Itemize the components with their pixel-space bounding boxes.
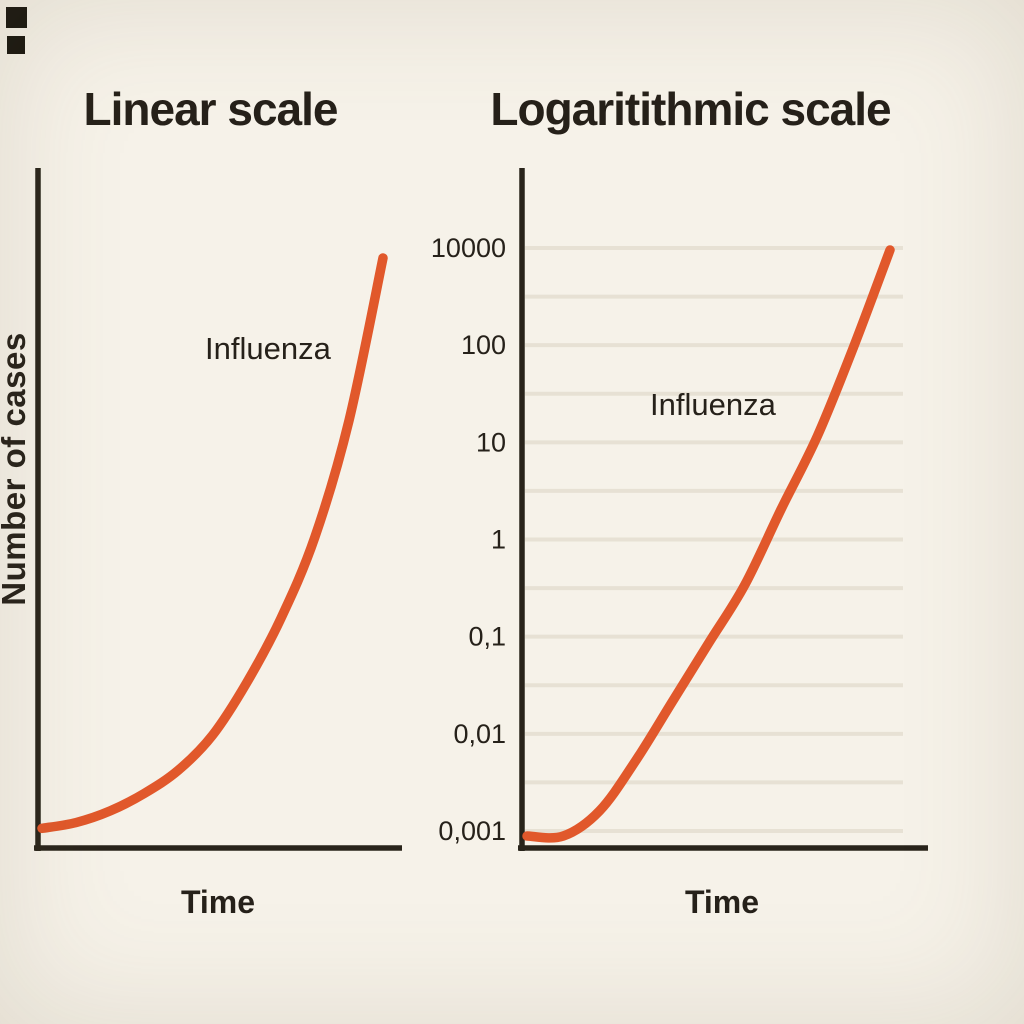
left-chart-title: Linear scale	[83, 83, 339, 135]
left-influenza-curve	[37, 253, 388, 834]
y-tick-label: 100	[461, 330, 506, 360]
y-tick-label: 0,01	[453, 719, 506, 749]
left-x-axis-label: Time	[180, 884, 256, 920]
right-series-annotation: Influenza	[650, 387, 776, 422]
corner-mark	[6, 7, 27, 28]
y-tick-label: 0,001	[438, 816, 506, 846]
y-tick-label: 0,1	[468, 622, 506, 652]
right-influenza-curve	[522, 245, 895, 843]
y-tick-label: 1	[491, 525, 506, 555]
y-tick-label: 10000	[431, 233, 506, 263]
right-gridlines	[525, 246, 903, 833]
y-tick-label: 10	[476, 427, 506, 457]
right-y-tick-labels: 10000 100 10 1 0,1 0,01 0,001	[431, 233, 506, 846]
right-chart-title: Logaritithmic scale	[490, 83, 891, 135]
right-x-axis-label: Time	[684, 884, 760, 920]
left-series-annotation: Influenza	[205, 331, 331, 366]
corner-mark	[7, 36, 25, 54]
